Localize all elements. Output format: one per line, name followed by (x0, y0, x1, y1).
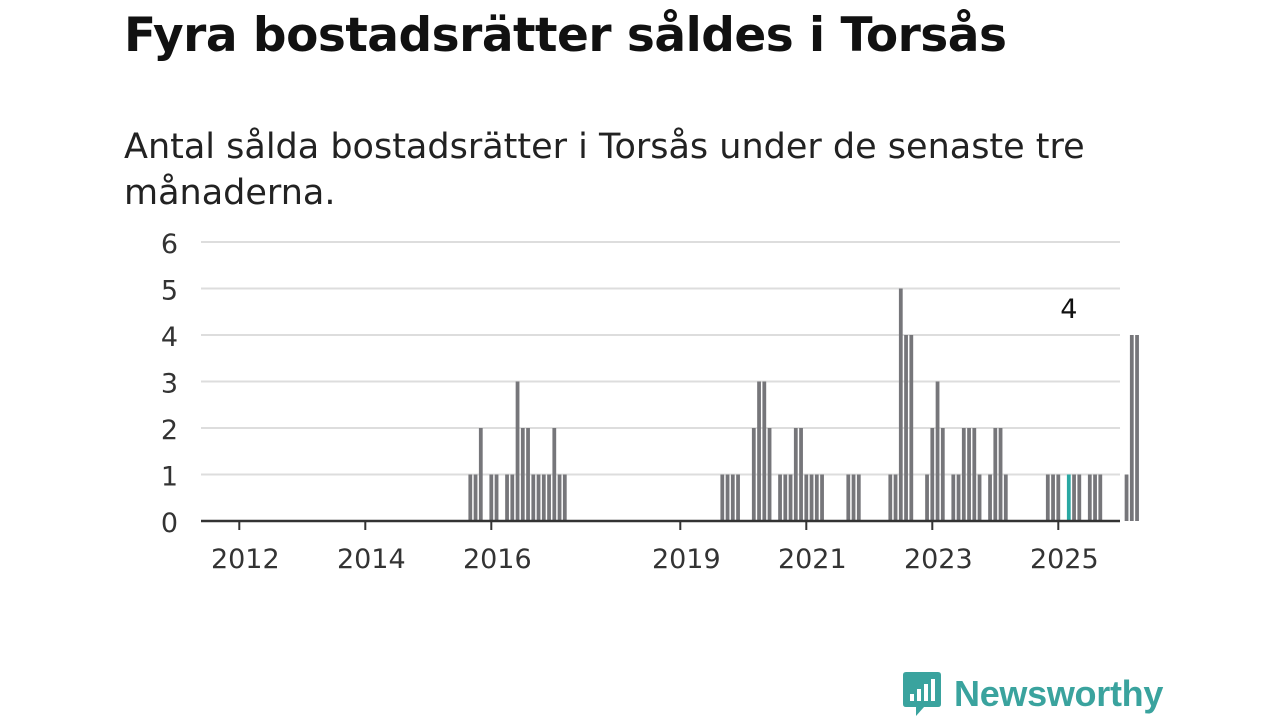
bar (1129, 335, 1134, 521)
y-axis-ticks: 0 1 2 3 4 5 6 (161, 229, 178, 539)
bar (552, 428, 557, 521)
annotations: 4 (1060, 294, 1077, 325)
bar (951, 474, 956, 521)
chart-title: Fyra bostadsrätter såldes i Torsås (124, 8, 1007, 63)
chart-subtitle: Antal sålda bostadsrätter i Torsås under… (124, 127, 1085, 213)
bar (814, 474, 819, 521)
bar (526, 428, 530, 521)
bar (988, 474, 992, 521)
bar (851, 474, 856, 521)
bar (473, 474, 478, 521)
bars (468, 288, 1139, 521)
bar (1077, 474, 1082, 521)
bar (1135, 335, 1139, 521)
bar (893, 474, 898, 521)
bar (1093, 474, 1097, 521)
bar (562, 474, 567, 521)
x-axis-ticks: 2012 2014 2016 2019 2021 2023 2025 (201, 519, 1120, 575)
y-tick-label: 6 (161, 229, 178, 260)
bar (1072, 474, 1076, 521)
bar (1098, 474, 1103, 521)
bar (1045, 474, 1050, 521)
highlight-value-label: 4 (1060, 294, 1077, 325)
bar (468, 474, 473, 521)
y-tick-label: 2 (161, 415, 178, 446)
bar (898, 288, 903, 521)
bar (909, 335, 914, 521)
y-tick-label: 5 (161, 276, 178, 307)
bar (730, 474, 735, 521)
bar (935, 381, 940, 521)
bar (778, 474, 782, 521)
brand-name: Newsworthy (954, 673, 1164, 714)
bar (799, 428, 803, 521)
bar (547, 474, 551, 521)
bar (783, 474, 788, 521)
bar (820, 474, 824, 521)
bar (961, 428, 966, 521)
x-tick-label: 2019 (652, 544, 721, 575)
bar (1056, 474, 1061, 521)
bar (972, 428, 977, 521)
bar (505, 474, 509, 521)
monthly-sales-bar-chart: 0 1 2 3 4 5 6 2012 2014 2016 2019 2021 2023 2025 4 (161, 229, 1139, 575)
x-tick-label: 2025 (1030, 544, 1099, 575)
bar (940, 428, 945, 521)
bar (1124, 474, 1129, 521)
y-tick-label: 0 (161, 508, 178, 539)
bar (725, 474, 730, 521)
bar (536, 474, 541, 521)
x-tick-label: 2012 (211, 544, 280, 575)
y-tick-label: 3 (161, 369, 178, 400)
bar (767, 428, 772, 521)
bar (531, 474, 536, 521)
bar (520, 428, 525, 521)
bar (515, 381, 520, 521)
bar (998, 428, 1003, 521)
bar (720, 474, 725, 521)
x-tick-label: 2023 (904, 544, 973, 575)
newsworthy-chart-logo-icon (903, 672, 941, 716)
bar (757, 381, 761, 521)
bar (930, 428, 935, 521)
bar (541, 474, 546, 521)
bar (809, 474, 814, 521)
bar (888, 474, 893, 521)
y-tick-label: 4 (161, 322, 178, 353)
bar (494, 474, 499, 521)
bar (510, 474, 515, 521)
bar (977, 474, 982, 521)
bar (478, 428, 483, 521)
bar (856, 474, 861, 521)
bar (967, 428, 971, 521)
bar (925, 474, 929, 521)
bar (736, 474, 740, 521)
bar (993, 428, 998, 521)
x-tick-label: 2014 (337, 544, 406, 575)
bar (788, 474, 793, 521)
bar (489, 474, 494, 521)
bar (762, 381, 767, 521)
bar (956, 474, 961, 521)
newsworthy-brand: Newsworthy (902, 670, 1163, 718)
gridlines (201, 241, 1120, 476)
bar (804, 474, 809, 521)
bar (793, 428, 798, 521)
bar (1003, 474, 1008, 521)
bar (557, 474, 562, 521)
bar (751, 428, 756, 521)
bar (846, 474, 851, 521)
y-tick-label: 1 (161, 462, 178, 493)
bar (1051, 474, 1055, 521)
x-tick-label: 2016 (463, 544, 532, 575)
highlighted-bar (1066, 474, 1071, 521)
bar (904, 335, 908, 521)
bar (1087, 474, 1092, 521)
x-tick-label: 2021 (778, 544, 847, 575)
